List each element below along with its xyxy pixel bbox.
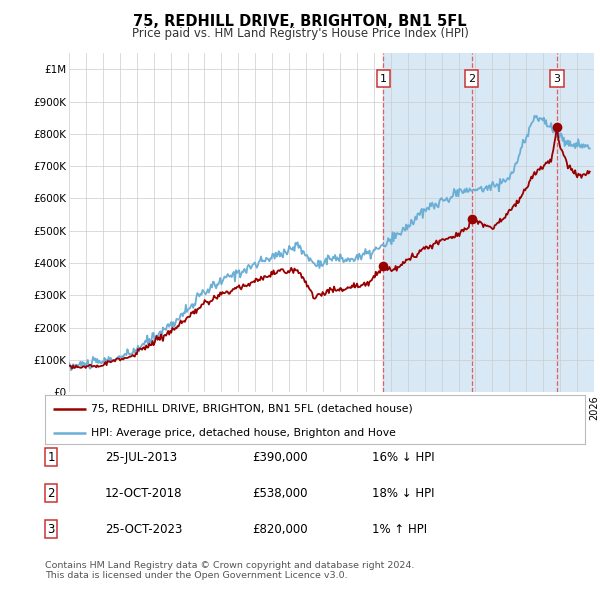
Text: 16% ↓ HPI: 16% ↓ HPI	[372, 451, 434, 464]
Text: 3: 3	[47, 523, 55, 536]
Bar	[383, 53, 472, 392]
Text: 18% ↓ HPI: 18% ↓ HPI	[372, 487, 434, 500]
Text: HPI: Average price, detached house, Brighton and Hove: HPI: Average price, detached house, Brig…	[91, 428, 396, 438]
Text: 1% ↑ HPI: 1% ↑ HPI	[372, 523, 427, 536]
Text: This data is licensed under the Open Government Licence v3.0.: This data is licensed under the Open Gov…	[45, 571, 347, 579]
Text: 75, REDHILL DRIVE, BRIGHTON, BN1 5FL: 75, REDHILL DRIVE, BRIGHTON, BN1 5FL	[133, 14, 467, 29]
Text: £390,000: £390,000	[252, 451, 308, 464]
Text: 12-OCT-2018: 12-OCT-2018	[105, 487, 182, 500]
Text: £538,000: £538,000	[252, 487, 308, 500]
Text: 1: 1	[47, 451, 55, 464]
Text: 75, REDHILL DRIVE, BRIGHTON, BN1 5FL (detached house): 75, REDHILL DRIVE, BRIGHTON, BN1 5FL (de…	[91, 404, 413, 414]
Text: Contains HM Land Registry data © Crown copyright and database right 2024.: Contains HM Land Registry data © Crown c…	[45, 560, 415, 569]
Text: 3: 3	[553, 74, 560, 84]
Text: 2: 2	[468, 74, 475, 84]
Text: 25-OCT-2023: 25-OCT-2023	[105, 523, 182, 536]
Bar	[472, 53, 557, 392]
Text: 2: 2	[47, 487, 55, 500]
Text: Price paid vs. HM Land Registry's House Price Index (HPI): Price paid vs. HM Land Registry's House …	[131, 27, 469, 40]
Text: 1: 1	[380, 74, 387, 84]
Text: £820,000: £820,000	[252, 523, 308, 536]
Bar	[557, 53, 594, 392]
Text: 25-JUL-2013: 25-JUL-2013	[105, 451, 177, 464]
